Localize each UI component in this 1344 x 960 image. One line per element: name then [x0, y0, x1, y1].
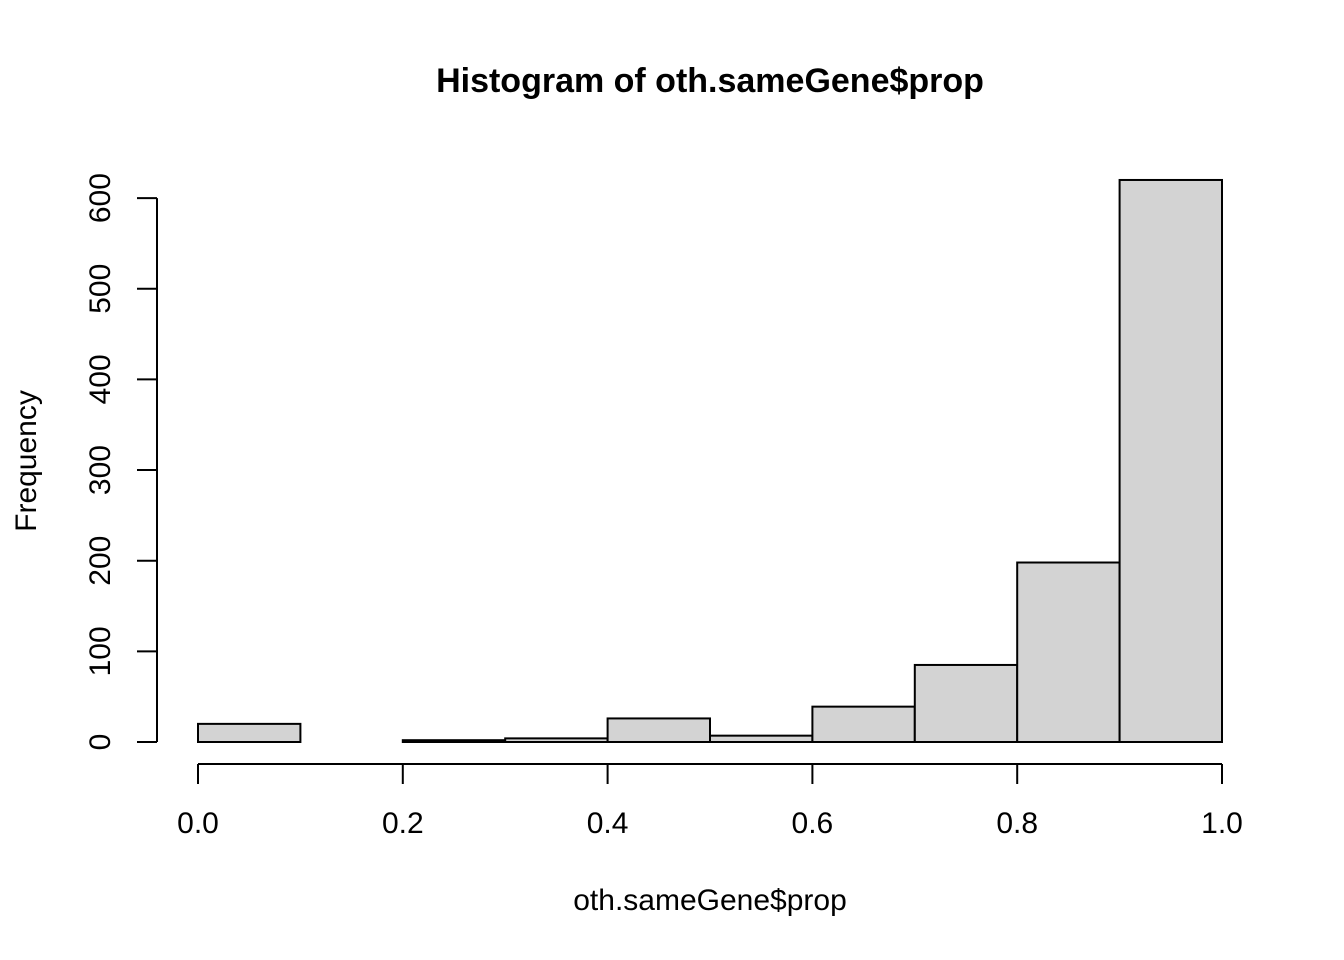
histogram-bar-5: [709, 734, 814, 743]
x-tick-label: 0.4: [587, 807, 629, 840]
histogram-bar-0: [197, 722, 302, 743]
x-tick-label: 1.0: [1201, 807, 1243, 840]
y-axis: 0 100 200 300 400 500 600: [84, 173, 158, 751]
y-tick-label: 600: [84, 173, 117, 223]
y-tick-label: 100: [84, 626, 117, 676]
histogram-bar-8: [1016, 561, 1121, 743]
histogram-bar-7: [913, 663, 1019, 744]
histogram-bar-2: [401, 739, 507, 744]
chart-title: Histogram of oth.sameGene$prop: [436, 62, 984, 100]
histogram-bar-4: [606, 717, 711, 744]
y-axis-label: Frequency: [10, 390, 43, 532]
x-tick-label: 0.0: [177, 807, 219, 840]
x-tick-label: 0.2: [382, 807, 424, 840]
x-axis: 0.0 0.2 0.4 0.6 0.8 1.0: [177, 763, 1243, 840]
histogram-bar-9: [1118, 178, 1223, 744]
x-tick-label: 0.6: [792, 807, 834, 840]
histogram-bar-6: [811, 705, 916, 743]
y-tick-label: 400: [84, 354, 117, 404]
y-tick-label: 200: [84, 536, 117, 586]
histogram-bar-3: [504, 737, 609, 744]
bars-group: [197, 178, 1223, 744]
x-axis-label: oth.sameGene$prop: [573, 884, 847, 917]
y-tick-label: 500: [84, 264, 117, 314]
x-tick-label: 0.8: [996, 807, 1038, 840]
y-tick-label: 0: [84, 734, 117, 751]
y-tick-label: 300: [84, 445, 117, 495]
